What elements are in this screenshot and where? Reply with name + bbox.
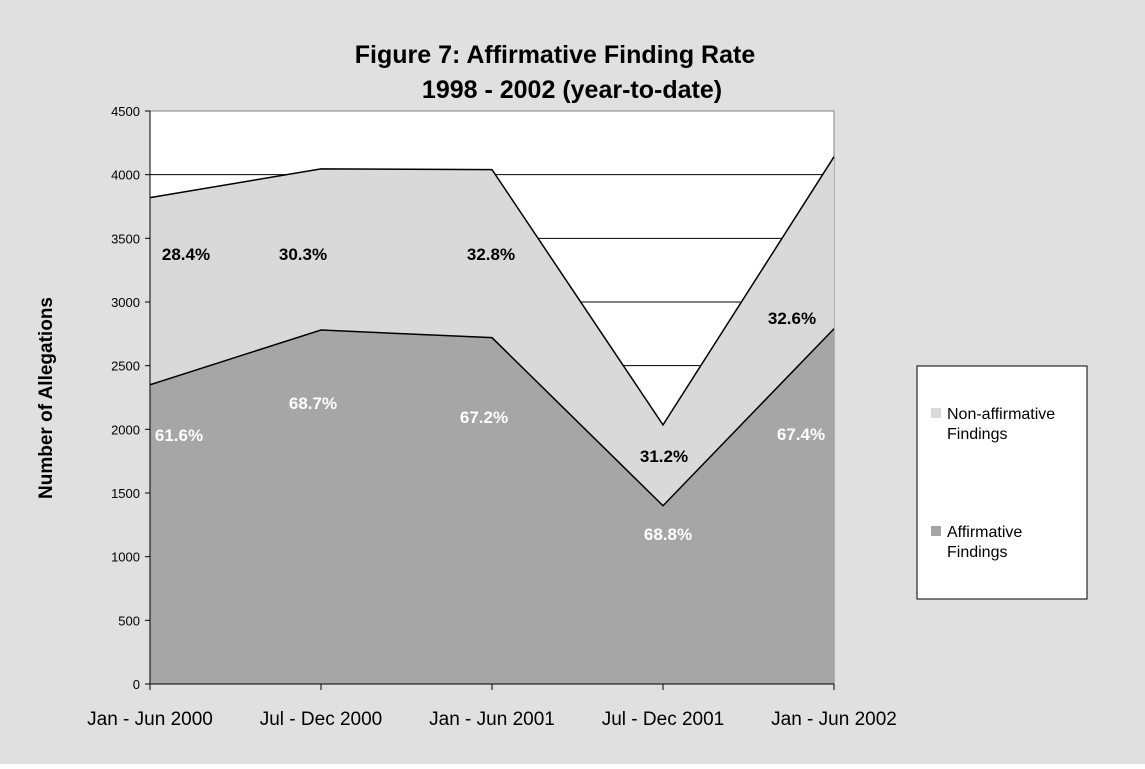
- y-tick-label: 500: [118, 613, 140, 628]
- chart-title: Figure 7: Affirmative Finding Rate: [355, 41, 756, 69]
- x-tick-label: Jul - Dec 2001: [602, 709, 725, 730]
- y-tick-labels: 0 500 1000 1500 2000 2500 3000 3500 4000 4500: [111, 104, 140, 692]
- x-tick-label: Jul - Dec 2000: [260, 709, 383, 730]
- area-affirmative: [150, 328, 834, 684]
- x-tick-label: Jan - Jun 2000: [87, 709, 213, 730]
- area-series: [149, 156, 835, 684]
- legend-label-affirmative-line2: Findings: [947, 544, 1007, 561]
- legend-box: [916, 365, 1088, 600]
- y-tick-label: 2500: [111, 359, 140, 374]
- legend-label-affirmative-line1: Affirmative: [947, 524, 1022, 541]
- y-tick-label: 4500: [111, 104, 140, 119]
- legend-label-affirmative: Affirmative Findings: [947, 524, 1022, 561]
- x-tick-label: Jan - Jun 2002: [771, 709, 897, 730]
- data-label-non-affirmative: 32.8%: [467, 245, 515, 264]
- y-tick-label: 3000: [111, 295, 140, 310]
- legend-label-non-affirmative-line2: Findings: [947, 426, 1007, 443]
- legend-label-non-affirmative-line1: Non-affirmative: [947, 406, 1055, 423]
- y-tick-label: 0: [133, 677, 140, 692]
- y-tick-label: 2000: [111, 422, 140, 437]
- line-non-affirmative: [149, 156, 835, 427]
- data-label-non-affirmative: 28.4%: [162, 245, 210, 264]
- axes: [145, 110, 835, 690]
- data-label-affirmative: 67.4%: [777, 425, 825, 444]
- legend-swatch-non-affirmative: [931, 408, 941, 418]
- y-tick-label: 4000: [111, 168, 140, 183]
- data-label-affirmative: 67.2%: [460, 408, 508, 427]
- data-label-affirmative: 61.6%: [155, 426, 203, 445]
- data-label-affirmative: 68.7%: [289, 394, 337, 413]
- y-tick-label: 3500: [111, 231, 140, 246]
- chart-subtitle: 1998 - 2002 (year-to-date): [422, 76, 722, 104]
- x-tick-labels: Jan - Jun 2000 Jul - Dec 2000 Jan - Jun 20…: [87, 709, 897, 730]
- x-tick-label: Jan - Jun 2001: [429, 709, 555, 730]
- data-label-non-affirmative: 31.2%: [640, 447, 688, 466]
- data-label-affirmative: 68.8%: [644, 525, 692, 544]
- data-label-non-affirmative: 30.3%: [279, 245, 327, 264]
- data-labels: 61.6% 68.7% 67.2% 68.8% 67.4% 28.4% 30.3% 32.8%…: [155, 245, 825, 544]
- y-tick-label: 1000: [111, 550, 140, 565]
- legend: Non-affirmative Findings Affirmative Findin…: [916, 365, 1088, 600]
- area-non-affirmative: [150, 156, 834, 506]
- line-affirmative: [149, 328, 835, 507]
- y-axis-label: Number of Allegations: [36, 297, 57, 499]
- data-label-non-affirmative: 32.6%: [768, 309, 816, 328]
- legend-label-non-affirmative: Non-affirmative Findings: [947, 406, 1055, 443]
- legend-swatch-affirmative: [931, 526, 941, 536]
- y-tick-label: 1500: [111, 486, 140, 501]
